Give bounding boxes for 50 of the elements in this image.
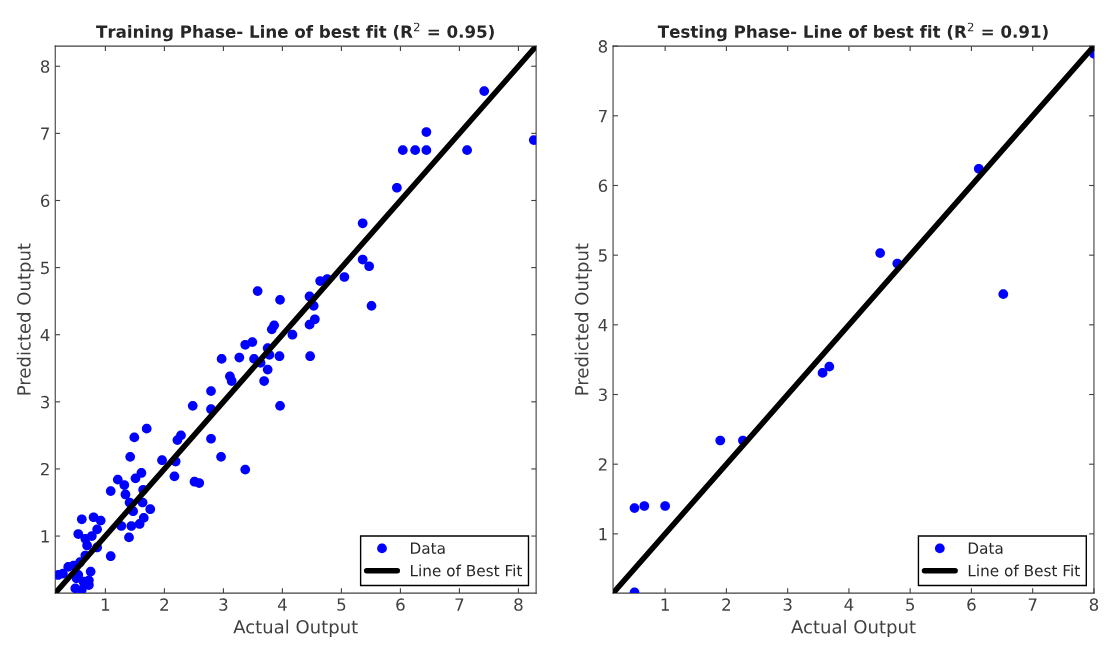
y-tick-label: 5 <box>41 261 49 275</box>
y-tick-label: 7 <box>598 109 607 123</box>
x-tick-label: 1 <box>661 598 669 611</box>
y-axis-title: Predicted Output <box>16 243 35 395</box>
point <box>824 361 835 372</box>
legend-label: Data <box>968 542 1003 554</box>
point <box>639 501 650 511</box>
x-axis-title: Actual Output <box>233 619 358 638</box>
y-tick-label: 8 <box>598 40 608 53</box>
y-tick-label: 3 <box>598 388 607 402</box>
y-axis-title: Predicted Output <box>574 243 593 395</box>
y-tick-label: 6 <box>40 194 50 208</box>
x-tick-label: 5 <box>906 598 915 611</box>
x-tick-label: 3 <box>219 598 228 611</box>
x-tick-label: 4 <box>844 598 854 611</box>
x-tick-label: 7 <box>455 598 464 611</box>
y-tick-label: 5 <box>598 249 607 262</box>
x-tick-label: 2 <box>722 598 731 611</box>
point <box>817 368 828 378</box>
x-tick-label: 3 <box>783 598 792 611</box>
x-tick-label: 8 <box>514 598 523 611</box>
x-tick-label: 2 <box>160 598 169 611</box>
x-tick-label: 5 <box>337 598 346 611</box>
x-tick-label: 6 <box>967 598 976 611</box>
point <box>660 501 670 511</box>
chart-title: Testing Phase- Line of best fit (R$^{2}$ = 0.91) <box>657 22 1048 42</box>
x-axis-title: Actual Output <box>791 619 916 638</box>
x-tick-label: 7 <box>1028 598 1037 611</box>
y-tick-label: 3 <box>41 395 50 409</box>
y-tick-label: 4 <box>40 328 50 342</box>
legend-label: Line of Best Fit <box>968 564 1080 577</box>
x-tick-label: 4 <box>277 598 287 611</box>
legend-label: Line of Best Fit <box>411 564 523 577</box>
x-tick-label: 8 <box>1089 598 1099 611</box>
chart-title: Training Phase- Line of best fit (R$^{2}$ = 0.95) <box>96 22 494 42</box>
point <box>998 289 1009 300</box>
y-tick-label: 4 <box>598 319 608 332</box>
y-tick-label: 7 <box>41 127 49 140</box>
point <box>715 435 726 446</box>
point <box>875 248 886 258</box>
y-tick-label: 1 <box>599 528 607 541</box>
y-tick-label: 6 <box>598 179 608 193</box>
y-tick-label: 2 <box>41 462 49 476</box>
y-tick-label: 8 <box>40 60 50 73</box>
legend-label: Data <box>411 542 445 554</box>
x-tick-label: 1 <box>101 598 110 611</box>
y-tick-label: 2 <box>598 458 607 471</box>
y-tick-label: 1 <box>41 530 49 543</box>
point <box>629 503 640 513</box>
x-tick-label: 6 <box>396 598 405 611</box>
